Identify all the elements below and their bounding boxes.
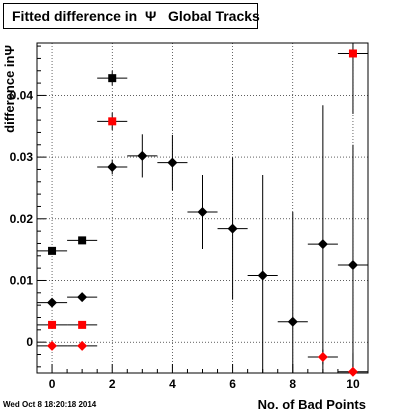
square-marker — [108, 117, 117, 126]
diamond-marker — [287, 316, 298, 327]
square-marker — [348, 49, 357, 58]
data-point — [307, 349, 338, 365]
diamond-marker — [107, 161, 118, 172]
square-marker — [78, 236, 87, 245]
square-marker — [78, 320, 87, 329]
data-point — [37, 340, 68, 351]
x-tick-label: 0 — [49, 377, 56, 391]
data-point — [307, 105, 338, 373]
square-marker — [48, 246, 57, 255]
data-point — [67, 236, 98, 245]
diamond-marker — [227, 223, 238, 234]
y-tick-label: 0.03 — [10, 150, 34, 164]
diamond-marker — [317, 239, 328, 250]
x-tick-label: 4 — [169, 377, 176, 391]
square-marker — [48, 320, 57, 329]
diamond-marker — [347, 366, 358, 377]
y-tick-label: 0 — [26, 335, 33, 349]
x-tick-label: 8 — [289, 377, 296, 391]
diamond-marker — [257, 270, 268, 281]
data-point — [127, 134, 158, 178]
data-point — [217, 157, 248, 300]
y-tick-label: 0.04 — [10, 88, 34, 102]
y-axis-label: difference inΨ — [2, 45, 17, 133]
data-point — [97, 70, 128, 86]
data-point — [67, 340, 98, 351]
y-tick-label: 0.02 — [10, 212, 34, 226]
data-point — [247, 175, 278, 373]
data-point — [277, 212, 308, 373]
square-marker — [108, 74, 117, 83]
data-point — [97, 159, 128, 175]
diamond-marker — [77, 292, 88, 303]
x-tick-label: 10 — [346, 377, 360, 391]
data-point — [37, 246, 68, 255]
data-point — [37, 320, 68, 329]
data-point — [157, 134, 188, 191]
diamond-marker — [347, 260, 358, 271]
marks-layer — [37, 43, 368, 377]
axis-layer: 0 2 4 6 8 10 0 0.01 0.02 0.03 0.04 — [10, 45, 369, 391]
data-point — [97, 112, 128, 130]
x-tick-label: 6 — [229, 377, 236, 391]
diamond-marker — [167, 157, 178, 168]
diamond-marker — [197, 207, 208, 218]
x-axis-label: No. of Bad Points — [258, 397, 366, 412]
data-point — [187, 175, 218, 250]
x-tick-label: 2 — [109, 377, 116, 391]
data-point — [337, 353, 368, 377]
data-point — [337, 144, 368, 373]
chart-title: Fitted difference in Ψ Global Tracks — [3, 3, 260, 29]
data-point — [67, 292, 98, 303]
y-tick-label: 0.01 — [10, 273, 34, 287]
diamond-marker — [137, 150, 148, 161]
diamond-marker — [77, 340, 88, 351]
data-point — [67, 320, 98, 329]
footer-timestamp: Wed Oct 8 18:20:18 2014 — [3, 400, 97, 409]
diamond-marker — [317, 351, 328, 362]
data-point — [37, 297, 68, 308]
diamond-marker — [47, 340, 58, 351]
data-point — [337, 43, 368, 114]
diamond-marker — [47, 297, 58, 308]
